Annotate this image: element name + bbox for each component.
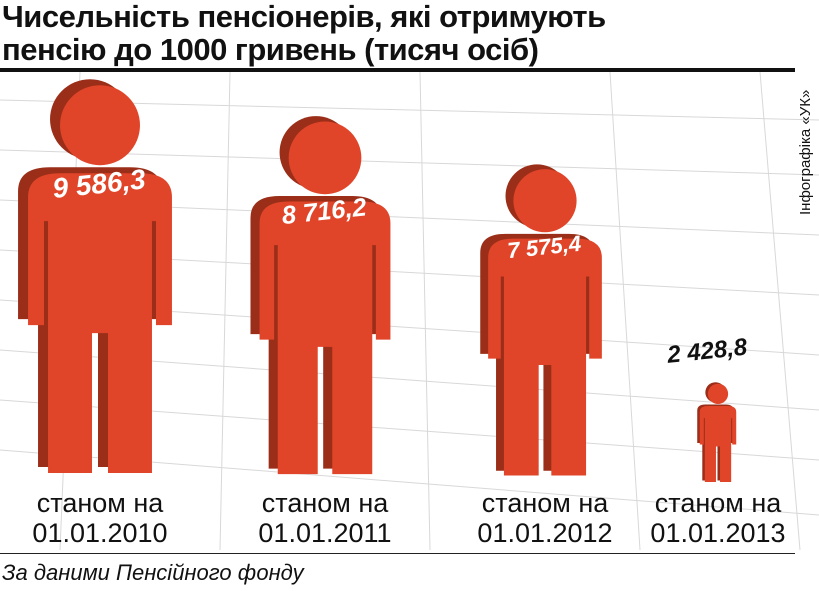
title-rule bbox=[0, 68, 795, 72]
category-label: станом на 01.01.2012 bbox=[477, 488, 613, 548]
value-label: 2 428,8 bbox=[665, 334, 749, 369]
head bbox=[707, 383, 729, 404]
body bbox=[259, 201, 391, 475]
person bbox=[697, 382, 737, 482]
head bbox=[513, 169, 577, 233]
chart-title: Чисельність пенсіонерів, які отримують п… bbox=[2, 0, 606, 67]
body bbox=[28, 173, 172, 474]
head bbox=[60, 85, 140, 166]
credit: Інфографіка «УК» bbox=[797, 89, 814, 215]
person bbox=[18, 79, 172, 474]
category-label: станом на 01.01.2011 bbox=[258, 488, 392, 548]
body bbox=[699, 406, 737, 482]
head bbox=[288, 121, 362, 195]
body bbox=[488, 238, 602, 476]
person bbox=[250, 116, 391, 475]
source-rule bbox=[0, 553, 795, 554]
category-label: станом на 01.01.2013 bbox=[650, 488, 786, 548]
category-label: станом на 01.01.2010 bbox=[32, 488, 168, 548]
person bbox=[480, 164, 602, 476]
source: За даними Пенсійного фонду bbox=[2, 560, 304, 585]
